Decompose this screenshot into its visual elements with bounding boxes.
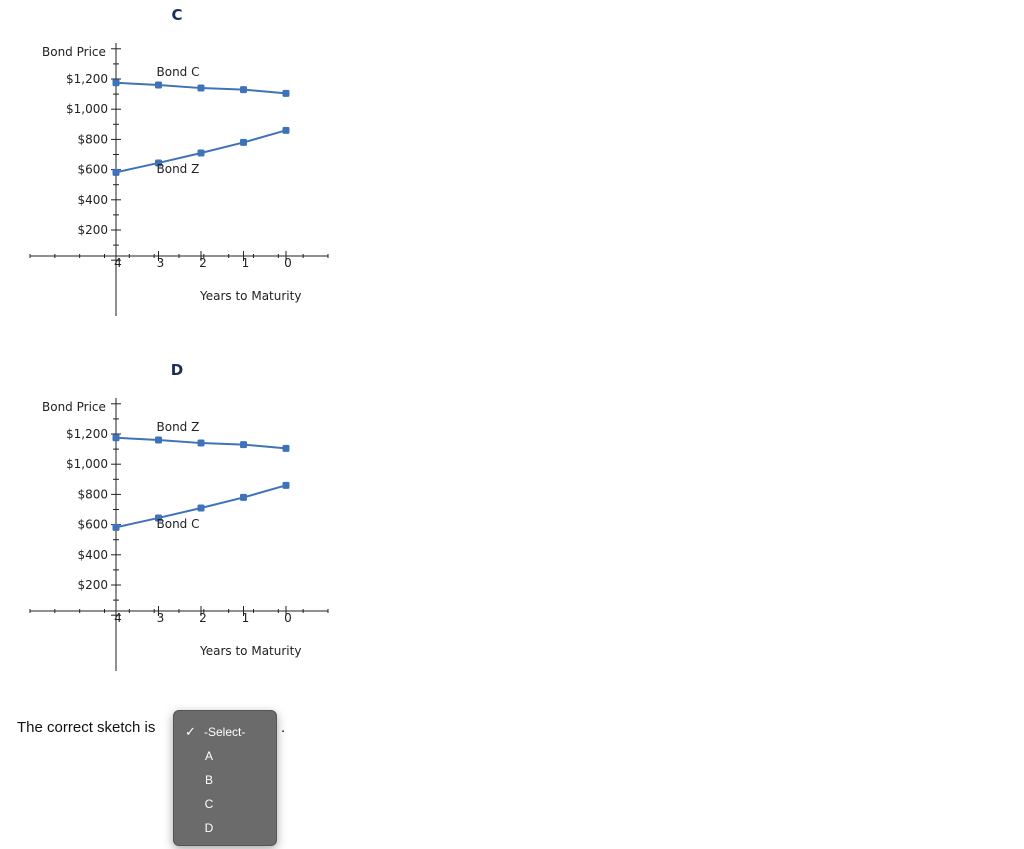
series-label: Bond C	[157, 517, 200, 531]
y-tick-label: $200	[77, 223, 108, 237]
data-point	[112, 434, 120, 442]
select-option-d[interactable]: D	[174, 816, 276, 840]
x-tick-label: 4	[114, 611, 122, 625]
data-point	[197, 439, 205, 447]
x-axis-label: Years to Maturity	[199, 289, 301, 303]
data-point	[197, 149, 205, 157]
data-point	[155, 81, 162, 89]
y-tick-label: $600	[77, 163, 108, 177]
y-tick-label: $1,000	[66, 102, 108, 116]
y-tick-label: $1,000	[66, 457, 108, 471]
data-point	[282, 89, 290, 97]
data-point	[197, 504, 205, 512]
data-point	[112, 168, 120, 176]
data-point	[112, 523, 120, 531]
chart-d-plot: 4 3 2 1 0 $200 $400 $600 $800 $1,000 $1,200 Bond Pr…	[29, 398, 329, 671]
data-point	[155, 514, 162, 522]
data-point	[240, 86, 247, 94]
option-label: C	[204, 797, 214, 811]
checkmark-icon: ✓	[185, 724, 196, 739]
x-tick-label: 3	[157, 611, 165, 625]
option-label: -Select-	[204, 725, 246, 739]
question-text: The correct sketch is	[17, 719, 156, 736]
select-option-a[interactable]: A	[174, 744, 276, 768]
series-label: Bond Z	[157, 420, 200, 434]
data-point	[282, 444, 290, 452]
x-tick-label: 4	[114, 256, 122, 270]
chart-d: D 4 3 2 1 0 $200 $400 $600 $800 $1,000 $1,200 Bond …	[0, 355, 360, 685]
answer-select-menu[interactable]: ✓ -Select- A B C D	[173, 710, 277, 846]
x-tick-label: 1	[242, 611, 250, 625]
data-point	[240, 441, 247, 449]
x-tick-label: 2	[199, 611, 207, 625]
y-tick-label: $200	[77, 578, 108, 592]
x-tick-label: 3	[157, 256, 165, 270]
data-point	[282, 481, 290, 489]
data-point	[240, 138, 247, 146]
y-axis-label: Bond Price	[42, 45, 106, 59]
x-axis-label: Years to Maturity	[199, 644, 301, 658]
question-end-punct: .	[281, 719, 286, 736]
y-tick-label: $1,200	[66, 427, 108, 441]
option-label: A	[204, 749, 213, 763]
data-point	[282, 126, 290, 134]
data-point	[155, 436, 162, 444]
series-label: Bond Z	[157, 162, 200, 176]
y-tick-label: $400	[77, 548, 108, 562]
option-label: B	[204, 773, 213, 787]
y-tick-label: $400	[77, 193, 108, 207]
y-axis-label: Bond Price	[42, 400, 106, 414]
chart-title: C	[171, 6, 183, 24]
data-point	[155, 159, 162, 167]
x-tick-label: 2	[199, 256, 207, 270]
x-tick-label: 0	[284, 256, 292, 270]
data-point	[112, 79, 120, 87]
chart-c-plot: 4 3 2 1 0 $200 $400 $600 $800 $1,000 $1,200 Bond Pr…	[29, 43, 329, 316]
chart-title: D	[170, 361, 184, 379]
y-tick-label: $1,200	[66, 72, 108, 86]
x-tick-label: 0	[284, 611, 292, 625]
select-option-c[interactable]: C	[174, 792, 276, 816]
y-tick-label: $800	[77, 487, 108, 501]
series-label: Bond C	[157, 65, 200, 79]
chart-c: C 4 3 2 1 0 $200 $400 $600 $800 $1,000 $1,200 Bond …	[0, 0, 360, 330]
data-point	[240, 493, 247, 501]
y-tick-label: $800	[77, 132, 108, 146]
select-option-placeholder[interactable]: ✓ -Select-	[174, 720, 276, 744]
y-tick-label: $600	[77, 518, 108, 532]
option-label: D	[204, 821, 214, 835]
x-tick-label: 1	[242, 256, 250, 270]
data-point	[197, 84, 205, 92]
select-option-b[interactable]: B	[174, 768, 276, 792]
